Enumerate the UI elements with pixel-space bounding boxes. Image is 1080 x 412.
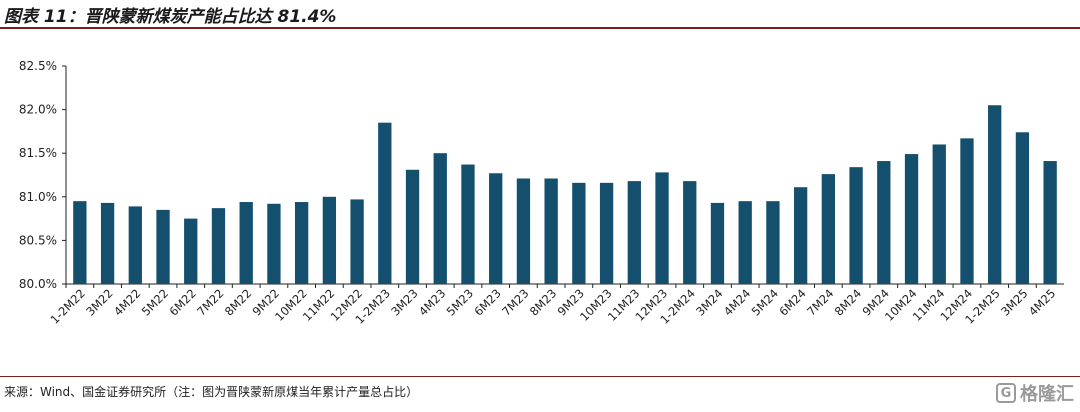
x-tick-labels: 1-2M223M224M225M226M227M228M229M2210M221… (47, 286, 1058, 327)
x-tick-label: 6M24 (776, 286, 808, 318)
x-tick-label: 7M22 (194, 286, 226, 318)
bar (516, 178, 531, 284)
bar (683, 181, 697, 284)
bar (1043, 161, 1057, 284)
x-tick-label: 7M24 (804, 286, 836, 318)
header: 图表 11：晋陕蒙新煤炭产能占比达 81.4% (0, 0, 1080, 27)
bar (766, 201, 780, 284)
x-tick-label: 3M25 (998, 286, 1030, 318)
bar (184, 218, 198, 284)
chart-title: 图表 11：晋陕蒙新煤炭产能占比达 81.4% (4, 7, 337, 27)
bar (100, 202, 115, 284)
bar (572, 182, 586, 284)
bar (599, 182, 614, 284)
bar (793, 187, 808, 284)
x-tick-label: 6M23 (471, 286, 503, 318)
x-tick-label: 6M22 (166, 286, 198, 318)
y-tick-label: 82.5% (19, 59, 57, 73)
bar-chart: 80.0%80.5%81.0%81.5%82.0%82.5% 1-2M223M2… (19, 59, 1064, 327)
bar (821, 174, 836, 284)
x-tick-label: 4M22 (111, 286, 143, 318)
bar (461, 164, 475, 284)
logo-icon: G (996, 383, 1016, 403)
bar (1015, 132, 1030, 284)
bar (877, 161, 891, 284)
y-tick-label: 81.0% (19, 190, 57, 204)
bar (960, 138, 974, 284)
x-tick-label: 3M23 (388, 286, 420, 318)
bar (710, 202, 725, 284)
bar (849, 167, 863, 284)
y-tick-label: 80.0% (19, 277, 57, 291)
bar (239, 202, 253, 284)
bar (988, 105, 1002, 285)
y-tick-label: 81.5% (19, 146, 57, 160)
watermark-text: 格隆汇 (1020, 384, 1074, 405)
watermark: G 格隆汇 (996, 380, 1074, 406)
bar (627, 181, 641, 284)
axes: 80.0% 80.5% 81.0% 81.5% 82.0% 82.5% (19, 59, 1064, 291)
bar (378, 122, 392, 285)
title-divider (0, 27, 1080, 29)
bar (489, 173, 503, 284)
bar (433, 153, 447, 284)
bar (294, 202, 309, 284)
bars (73, 105, 1057, 285)
bar (544, 178, 558, 284)
bar (350, 199, 364, 284)
x-tick-label: 8M22 (222, 286, 254, 318)
x-tick-label: 8M23 (527, 286, 559, 318)
x-tick-label: 1-2M22 (47, 286, 88, 327)
bar (738, 201, 752, 284)
x-tick-label: 5M23 (444, 286, 476, 318)
bar (904, 154, 919, 284)
x-tick-label: 5M24 (749, 286, 781, 318)
source-note: 来源：Wind、国金证券研究所（注：图为晋陕蒙新原煤当年累计产量总占比） (4, 385, 419, 399)
bar (267, 203, 281, 284)
bar (932, 144, 946, 284)
bar (405, 169, 420, 284)
y-tick-label: 80.5% (19, 233, 57, 247)
x-tick-label: 5M22 (139, 286, 171, 318)
x-tick-label: 3M24 (693, 286, 725, 318)
bar (156, 209, 170, 284)
bar (322, 196, 337, 284)
bar (128, 206, 142, 284)
x-tick-label: 7M23 (499, 286, 531, 318)
x-tick-label: 4M23 (416, 286, 448, 318)
x-tick-label: 4M25 (1026, 286, 1058, 318)
y-tick-label: 82.0% (19, 103, 57, 117)
bar (211, 208, 226, 284)
x-tick-label: 8M24 (832, 286, 864, 318)
bar (73, 201, 87, 284)
bar (655, 172, 669, 284)
x-tick-label: 4M24 (721, 286, 753, 318)
footer-divider (0, 376, 1080, 377)
x-tick-label: 3M22 (83, 286, 115, 318)
